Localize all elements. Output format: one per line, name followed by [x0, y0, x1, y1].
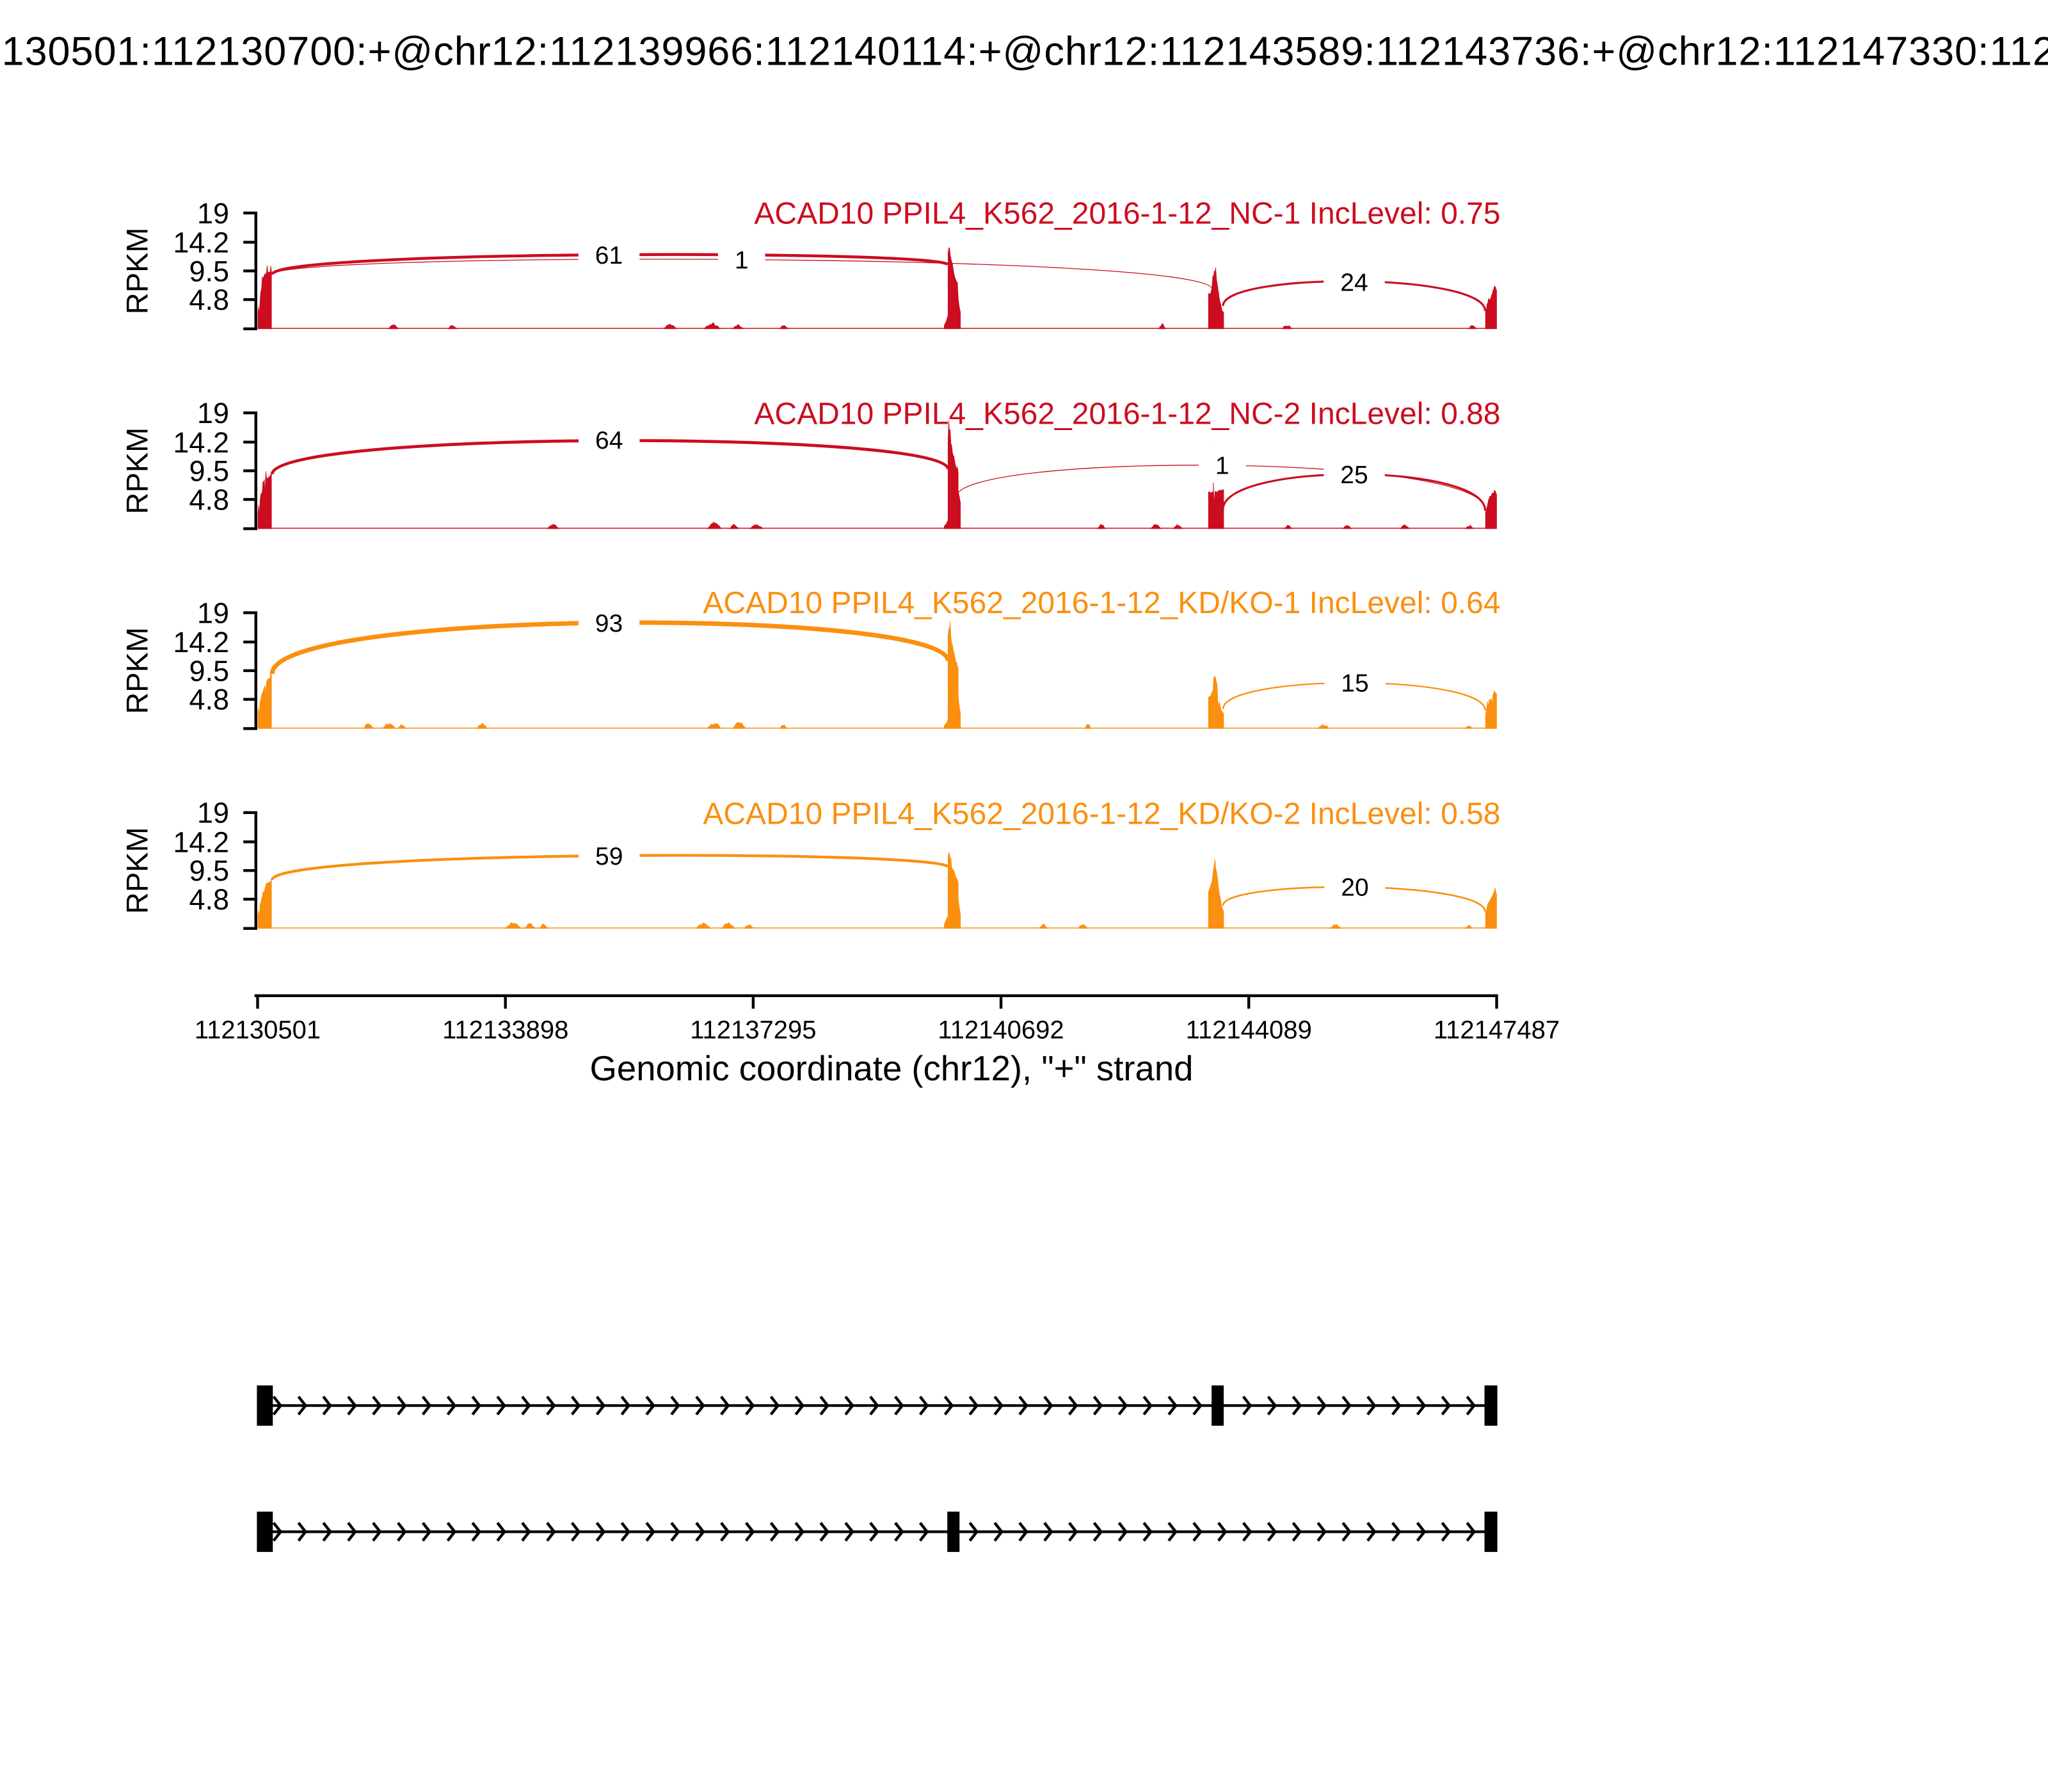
svg-text:14.2: 14.2: [173, 227, 229, 259]
svg-text:112137295: 112137295: [690, 1016, 816, 1044]
svg-text:112147487: 112147487: [1434, 1016, 1560, 1044]
svg-text:19: 19: [197, 797, 229, 829]
svg-text:4.8: 4.8: [189, 284, 229, 316]
svg-text:112133898: 112133898: [442, 1016, 568, 1044]
svg-text:4.8: 4.8: [189, 883, 229, 916]
svg-text:ACAD10 PPIL4_K562_2016-1-12_KD: ACAD10 PPIL4_K562_2016-1-12_KD/KO-2 IncL…: [703, 797, 1500, 831]
svg-text:RPKM: RPKM: [120, 827, 154, 914]
svg-text:20: 20: [1341, 874, 1368, 902]
svg-text:19: 19: [197, 197, 229, 230]
svg-text:9.5: 9.5: [189, 455, 229, 488]
svg-text:112140692: 112140692: [938, 1016, 1064, 1044]
svg-text:14.2: 14.2: [173, 826, 229, 858]
svg-text:25: 25: [1340, 461, 1368, 489]
svg-text:chr12:112130501:112130700:+@ch: chr12:112130501:112130700:+@chr12:112139…: [0, 29, 2048, 74]
svg-text:ACAD10 PPIL4_K562_2016-1-12_NC: ACAD10 PPIL4_K562_2016-1-12_NC-1 IncLeve…: [754, 196, 1500, 230]
svg-text:14.2: 14.2: [173, 626, 229, 659]
svg-text:1: 1: [1215, 452, 1229, 480]
svg-text:93: 93: [595, 610, 623, 637]
svg-text:14.2: 14.2: [173, 426, 229, 459]
svg-text:61: 61: [595, 242, 623, 269]
svg-text:112144089: 112144089: [1186, 1016, 1312, 1044]
svg-text:9.5: 9.5: [189, 854, 229, 887]
svg-text:4.8: 4.8: [189, 684, 229, 716]
svg-text:59: 59: [595, 843, 623, 870]
svg-text:19: 19: [197, 596, 229, 629]
svg-text:24: 24: [1340, 269, 1368, 297]
svg-text:4.8: 4.8: [189, 483, 229, 516]
svg-text:15: 15: [1341, 669, 1368, 697]
svg-text:RPKM: RPKM: [120, 428, 154, 515]
svg-text:64: 64: [595, 427, 623, 454]
svg-text:9.5: 9.5: [189, 255, 229, 287]
svg-text:1: 1: [735, 247, 749, 275]
svg-text:RPKM: RPKM: [120, 627, 154, 714]
svg-text:ACAD10 PPIL4_K562_2016-1-12_KD: ACAD10 PPIL4_K562_2016-1-12_KD/KO-1 IncL…: [703, 586, 1500, 620]
svg-text:19: 19: [197, 397, 229, 429]
svg-text:9.5: 9.5: [189, 655, 229, 687]
svg-text:112130501: 112130501: [195, 1016, 321, 1044]
svg-text:Genomic coordinate (chr12), "+: Genomic coordinate (chr12), "+" strand: [590, 1049, 1194, 1088]
svg-text:ACAD10 PPIL4_K562_2016-1-12_NC: ACAD10 PPIL4_K562_2016-1-12_NC-2 IncLeve…: [754, 397, 1500, 431]
svg-text:RPKM: RPKM: [120, 227, 154, 314]
